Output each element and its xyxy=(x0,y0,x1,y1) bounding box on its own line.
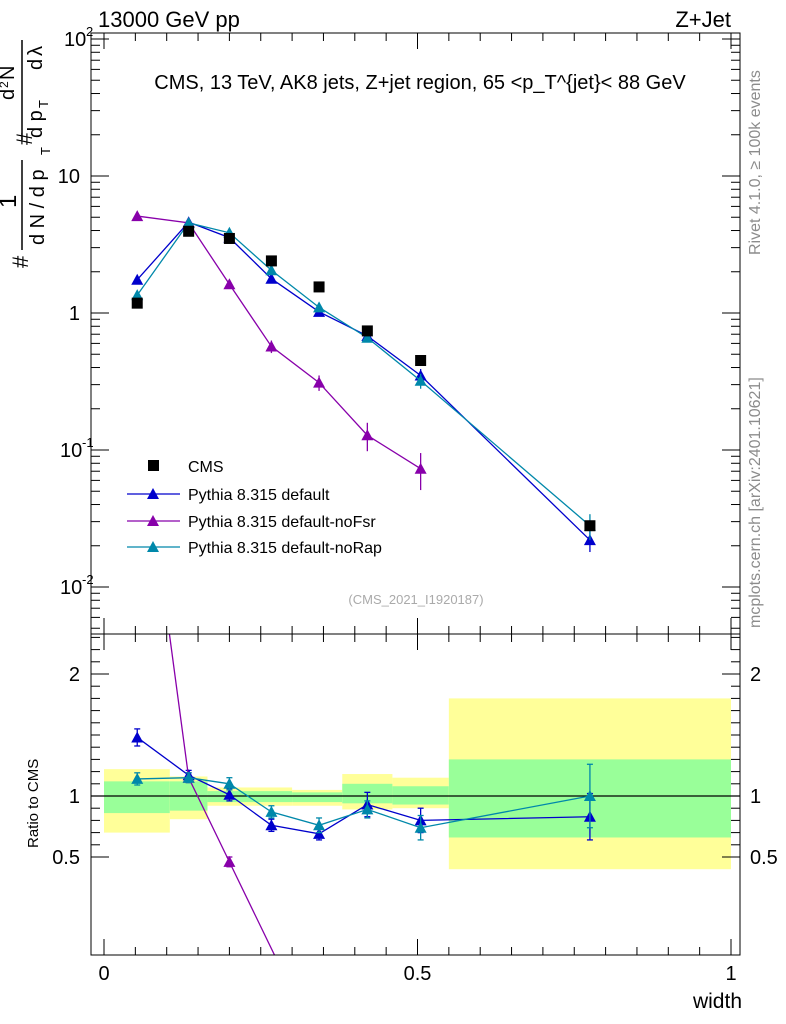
analysis-id: (CMS_2021_I1920187) xyxy=(348,592,483,607)
x-axis-label: width xyxy=(692,990,742,1013)
data-point xyxy=(183,225,195,237)
data-point xyxy=(131,297,143,309)
x-tick-label: 0 xyxy=(98,963,109,985)
series-line xyxy=(136,222,591,527)
svg-text:10: 10 xyxy=(60,577,82,599)
y-tick-label: 10 -1 xyxy=(60,435,94,462)
y-tick-label: 10 2 xyxy=(64,24,93,51)
ratio-point xyxy=(361,803,374,815)
ratio-y-tick-label: 2 xyxy=(69,664,80,686)
svg-text:T: T xyxy=(36,100,51,108)
ratio-band-green xyxy=(392,786,449,805)
svg-text:#: # xyxy=(12,132,37,145)
series-point xyxy=(313,376,326,388)
x-tick-label: 1 xyxy=(725,963,736,985)
ratio-y-tick-label: 1 xyxy=(69,786,80,808)
ratio-point xyxy=(313,827,326,839)
series-point xyxy=(265,340,278,352)
series-point xyxy=(265,264,278,276)
y-tick-label: 10 -2 xyxy=(60,572,94,599)
legend: CMS Pythia 8.315 default Pythia 8.315 de… xyxy=(127,459,382,557)
main-y-axis-label: # 1 d N / d p T # d 2 N d p T d λ xyxy=(0,40,53,268)
mcplots-label: mcplots.cern.ch [arXiv:2401.10621] xyxy=(747,377,764,628)
svg-text:-2: -2 xyxy=(82,572,94,587)
legend-label-norap: Pythia 8.315 default-noRap xyxy=(188,540,382,557)
beam-label: 13000 GeV pp xyxy=(98,7,240,32)
ratio-y-tick-label: 0.5 xyxy=(52,847,80,869)
legend-label-nofsr: Pythia 8.315 default-noFsr xyxy=(188,514,376,531)
ratio-point xyxy=(182,771,195,783)
legend-label-cms: CMS xyxy=(188,459,224,476)
ratio-y-axis-label: Ratio to CMS xyxy=(25,759,42,848)
svg-text:10: 10 xyxy=(58,166,80,188)
svg-text:1: 1 xyxy=(69,303,80,325)
svg-text:d: d xyxy=(0,89,19,100)
series-point xyxy=(414,462,427,474)
ratio-y-tick-label: 1 xyxy=(750,786,761,808)
series-point xyxy=(265,272,278,284)
svg-text:2: 2 xyxy=(86,24,93,39)
svg-text:d: d xyxy=(25,59,47,70)
series-line xyxy=(137,215,421,470)
data-point xyxy=(265,255,277,267)
ratio-panel-frame xyxy=(90,633,741,956)
rivet-version-label: Rivet 4.1.0, ≥ 100k events xyxy=(747,70,764,255)
ratio-point xyxy=(313,819,326,831)
svg-text:1: 1 xyxy=(0,195,22,208)
ratio-line xyxy=(168,634,276,955)
svg-text:λ: λ xyxy=(25,46,47,56)
data-point xyxy=(361,325,373,337)
svg-text:T: T xyxy=(38,147,53,155)
ratio-band-green xyxy=(104,781,170,814)
ratio-series xyxy=(131,763,596,841)
ratio-y-tick-label: 0.5 xyxy=(750,847,778,869)
ratio-band-green xyxy=(292,792,343,803)
ratio-point xyxy=(131,387,143,398)
svg-text:N: N xyxy=(0,66,19,80)
chart-title: CMS, 13 TeV, AK8 jets, Z+jet region, 65 … xyxy=(154,72,686,94)
series-point xyxy=(361,429,374,441)
ratio-point xyxy=(131,772,144,784)
ratio-point xyxy=(131,731,144,743)
series-point xyxy=(414,374,427,386)
series-point xyxy=(361,331,374,343)
x-tick-label: 0.5 xyxy=(404,963,432,985)
series-point xyxy=(131,273,144,285)
svg-text:10: 10 xyxy=(60,440,82,462)
ratio-line xyxy=(137,777,591,829)
svg-text:10: 10 xyxy=(64,29,86,51)
series-point xyxy=(131,289,144,301)
svg-text:-1: -1 xyxy=(82,435,94,450)
ratio-point xyxy=(265,819,278,831)
svg-text:#: # xyxy=(8,255,33,268)
svg-text:2: 2 xyxy=(0,81,11,88)
legend-marker-cms xyxy=(148,460,159,471)
data-point xyxy=(415,355,427,367)
series-point xyxy=(223,278,236,290)
ratio-point xyxy=(265,805,278,817)
legend-marker-norap xyxy=(147,541,159,552)
process-label: Z+Jet xyxy=(675,7,731,32)
svg-text:d N / d p: d N / d p xyxy=(27,169,49,245)
data-point xyxy=(313,281,325,293)
y-tick-label: 10 xyxy=(58,166,80,188)
series-point xyxy=(313,301,326,313)
legend-label-default: Pythia 8.315 default xyxy=(188,487,330,504)
ratio-band-green xyxy=(207,791,293,803)
ratio-point xyxy=(414,821,427,833)
ratio-point xyxy=(583,790,596,801)
legend-marker-default xyxy=(147,488,159,499)
series-point xyxy=(182,216,195,228)
ratio-point xyxy=(223,855,236,867)
ratio-y-tick-label: 2 xyxy=(750,664,761,686)
legend-marker-nofsr xyxy=(147,515,159,526)
series-point xyxy=(131,210,144,222)
ratio-point xyxy=(223,777,236,789)
y-tick-label: 1 xyxy=(69,303,80,325)
svg-text:d p: d p xyxy=(25,110,47,138)
data-point xyxy=(223,232,235,244)
data-point xyxy=(584,520,596,532)
ratio-point xyxy=(223,788,236,800)
